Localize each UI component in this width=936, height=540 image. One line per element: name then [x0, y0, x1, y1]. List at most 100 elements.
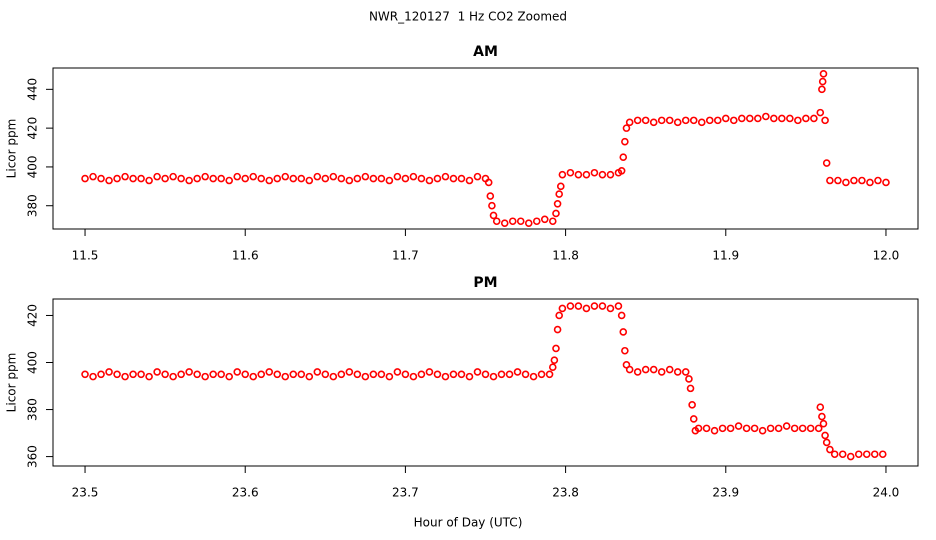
data-point: [153, 172, 161, 181]
data-point: [401, 370, 410, 379]
data-point: [821, 116, 829, 125]
x-axis-label: Hour of Day (UTC): [414, 516, 523, 530]
panel-title: PM: [473, 275, 497, 291]
panel-title: AM: [473, 44, 498, 60]
data-point: [619, 153, 628, 162]
data-point: [513, 368, 522, 376]
data-point: [529, 372, 538, 381]
data-point: [598, 170, 607, 179]
data-point: [289, 370, 298, 379]
data-point: [329, 372, 338, 381]
data-point: [225, 372, 234, 381]
data-point: [558, 304, 567, 313]
data-point: [821, 431, 829, 440]
data-point: [816, 403, 825, 411]
data-point: [345, 368, 354, 376]
data-point: [750, 424, 759, 433]
data-point: [81, 174, 89, 183]
data-point: [377, 174, 386, 183]
data-point: [321, 174, 330, 183]
data-point: [417, 174, 426, 183]
data-point: [826, 176, 834, 185]
data-point: [489, 372, 498, 381]
data-point: [353, 174, 362, 183]
figure-title: NWR_120127 1 Hz CO2 Zoomed: [369, 10, 567, 24]
data-point: [866, 178, 874, 187]
x-tick-label: 23.6: [232, 486, 259, 500]
data-point: [786, 114, 794, 123]
data-point: [497, 370, 506, 379]
data-point: [694, 424, 703, 433]
data-point: [553, 325, 562, 334]
data-point: [281, 372, 290, 381]
data-point: [377, 370, 386, 379]
x-tick-label: 23.8: [552, 486, 579, 500]
data-point: [614, 302, 623, 310]
data-point: [688, 401, 696, 409]
data-point: [574, 170, 583, 179]
data-point: [297, 174, 306, 183]
data-point: [185, 368, 193, 376]
data-point: [249, 372, 258, 381]
data-point: [874, 176, 882, 185]
data-point: [649, 118, 658, 127]
data-point: [433, 370, 442, 379]
data-point: [508, 217, 517, 226]
data-point: [729, 116, 738, 125]
data-point: [185, 176, 193, 185]
data-point: [417, 370, 426, 379]
data-point: [145, 372, 153, 381]
data-point: [449, 370, 458, 379]
plot-frame: [52, 298, 919, 467]
data-point: [842, 178, 850, 187]
data-point: [625, 365, 634, 374]
data-point: [673, 118, 682, 127]
data-point: [819, 419, 828, 428]
x-tick-label: 11.7: [392, 249, 419, 263]
data-point: [790, 424, 799, 433]
data-point: [830, 450, 839, 459]
y-tick-label: 420: [26, 304, 40, 327]
x-tick-label: 23.9: [712, 486, 739, 500]
data-point: [233, 368, 242, 376]
data-point: [710, 426, 719, 435]
data-point: [818, 85, 826, 94]
data-point: [129, 174, 137, 183]
data-point: [826, 445, 834, 454]
data-point: [814, 424, 823, 433]
data-point: [657, 368, 666, 376]
data-point: [552, 209, 560, 218]
data-point: [505, 370, 514, 379]
data-point: [337, 174, 346, 183]
data-point: [686, 384, 695, 393]
data-point: [556, 182, 565, 191]
data-point: [802, 114, 810, 123]
data-point: [465, 372, 474, 381]
data-point: [685, 375, 693, 383]
data-point: [161, 174, 169, 183]
data-point: [145, 176, 153, 185]
data-point: [540, 215, 549, 224]
data-point: [850, 176, 858, 185]
data-point: [798, 424, 807, 433]
data-point: [524, 219, 533, 227]
data-point: [257, 174, 266, 183]
data-point: [481, 370, 490, 379]
data-point: [705, 116, 714, 125]
x-tick-label: 23.7: [392, 486, 419, 500]
data-point: [550, 356, 559, 364]
data-point: [713, 116, 722, 125]
data-point: [606, 304, 615, 313]
data-point: [521, 370, 530, 379]
data-point: [209, 370, 217, 379]
data-point: [878, 450, 887, 459]
data-point: [169, 172, 177, 181]
data-point: [257, 370, 266, 379]
data-point: [393, 172, 402, 181]
data-point: [297, 370, 306, 379]
data-point: [762, 112, 770, 121]
data-point: [702, 424, 711, 433]
data-point: [818, 412, 826, 421]
data-point: [822, 159, 831, 167]
